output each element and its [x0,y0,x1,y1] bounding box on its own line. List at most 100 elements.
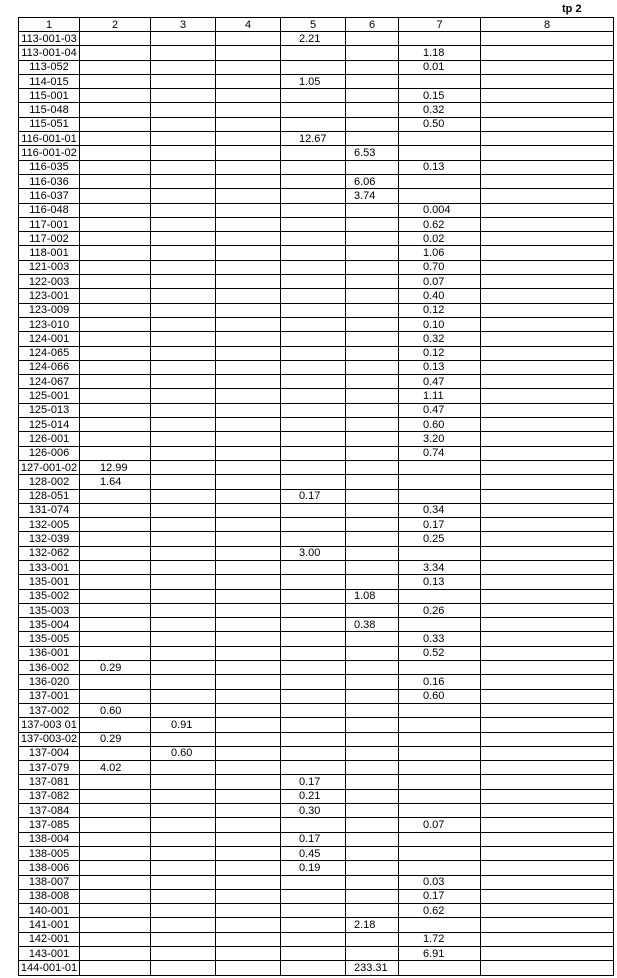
row-code-cell: 114-015 [18,73,80,90]
column-header: 1 [18,17,80,32]
value-cell: 0.15 [398,88,481,104]
value-cell [280,960,346,976]
value-cell: 0.47 [398,402,481,419]
value-cell [150,288,216,304]
value-cell [345,602,399,619]
table-row: 122-003 0.07 [18,274,614,290]
table-row: 137-002 0.60 [18,702,614,719]
value-cell [398,917,481,933]
value-cell [345,202,399,218]
row-code-cell: 140-001 [18,903,80,919]
page-label: tp 2 [562,3,582,15]
value-cell [215,402,281,419]
value-cell [150,874,216,890]
value-cell [345,216,399,233]
row-code-cell: 121-003 [18,259,80,276]
value-cell [79,931,151,948]
value-cell [215,188,281,204]
value-cell [215,345,281,361]
table-row: 136-020 0.16 [18,674,614,690]
value-cell [480,702,614,719]
value-cell [280,688,346,704]
value-cell [79,945,151,962]
value-cell [480,459,614,476]
value-cell [280,674,346,690]
value-cell [79,774,151,790]
column-header: 8 [480,17,614,32]
value-cell [480,388,614,404]
value-cell [480,617,614,633]
column-header: 7 [398,17,481,32]
value-cell [480,588,614,604]
value-cell [150,145,216,161]
value-cell [79,831,151,847]
value-cell [480,474,614,490]
value-cell [79,73,151,90]
value-cell [150,559,216,576]
row-code-cell: 116-035 [18,159,80,175]
value-cell: 0.02 [398,231,481,247]
data-table: 1 2 3 4 5 6 7 8 113-001-03 2.21 113-001-04 1.18 113-… [18,17,614,976]
value-cell [150,517,216,533]
value-cell [345,159,399,175]
value-cell: 0.12 [398,345,481,361]
value-cell: 0.74 [398,445,481,461]
row-code-cell: 138-004 [18,831,80,847]
value-cell: 0.10 [398,316,481,333]
value-cell [480,102,614,118]
value-cell [280,931,346,948]
value-cell [280,59,346,75]
value-cell [215,831,281,847]
value-cell [150,374,216,390]
value-cell: 0.13 [398,159,481,175]
value-cell [150,917,216,933]
value-cell [280,188,346,204]
value-cell: 0.60 [398,688,481,704]
value-cell [215,374,281,390]
value-cell [345,316,399,333]
value-cell [480,417,614,433]
table-row: 124-065 0.12 [18,345,614,361]
value-cell [480,202,614,218]
table-row: 117-001 0.62 [18,216,614,233]
value-cell [79,374,151,390]
value-cell [79,874,151,890]
value-cell [79,903,151,919]
table-row: 113-052 0.01 [18,59,614,75]
value-cell: 3.34 [398,559,481,576]
value-cell [345,702,399,719]
value-cell [345,431,399,447]
row-code-cell: 138-007 [18,874,80,890]
value-cell [150,488,216,504]
value-cell [345,231,399,247]
value-cell: 0.32 [398,102,481,118]
row-code-cell: 136-020 [18,674,80,690]
row-code-cell: 126-006 [18,445,80,461]
row-code-cell: 137-002 [18,702,80,719]
value-cell [215,145,281,161]
row-code-cell: 137-003-02 [18,731,80,747]
value-cell [79,545,151,561]
value-cell [398,960,481,976]
value-cell [480,860,614,876]
table-row: 125-013 0.47 [18,402,614,419]
value-cell [345,903,399,919]
table-row: 121-003 0.70 [18,259,614,276]
value-cell [150,602,216,619]
value-cell [150,173,216,190]
table-row: 128-002 1.64 [18,474,614,490]
value-cell [480,645,614,662]
value-cell [150,817,216,833]
value-cell [480,774,614,790]
value-cell [345,59,399,75]
value-cell [79,888,151,905]
value-cell [280,202,346,218]
value-cell [150,59,216,75]
value-cell [345,402,399,419]
value-cell: 6.06 [345,173,399,190]
value-cell [215,745,281,762]
table-row: 137-001 0.60 [18,688,614,704]
value-cell [215,774,281,790]
value-cell [215,602,281,619]
value-cell [480,216,614,233]
